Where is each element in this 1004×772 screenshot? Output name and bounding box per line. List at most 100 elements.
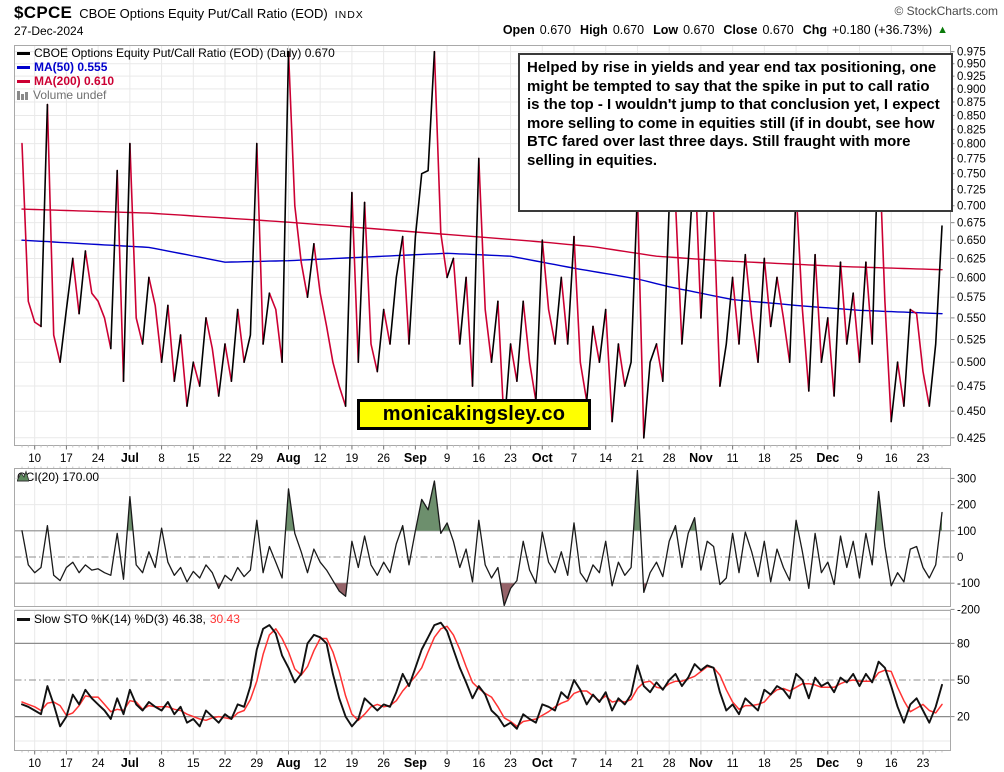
high-label: High — [580, 23, 608, 37]
svg-text:23: 23 — [917, 758, 930, 770]
svg-text:26: 26 — [377, 453, 390, 465]
svg-text:0.750: 0.750 — [957, 169, 986, 181]
svg-text:12: 12 — [314, 453, 327, 465]
svg-text:12: 12 — [314, 758, 327, 770]
svg-text:16: 16 — [472, 758, 485, 770]
sto-legend-label: Slow STO %K(14) %D(3) — [34, 612, 169, 626]
legend-price-label: CBOE Options Equity Put/Call Ratio (EOD)… — [34, 46, 335, 60]
svg-text:9: 9 — [444, 758, 450, 770]
chart-header: $CPCE CBOE Options Equity Put/Call Ratio… — [14, 3, 364, 23]
svg-text:9: 9 — [856, 453, 862, 465]
svg-text:21: 21 — [631, 758, 644, 770]
watermark-badge: monicakingsley.co — [357, 399, 591, 430]
svg-text:Aug: Aug — [276, 451, 300, 465]
sto-k-value: 46.38, — [172, 612, 206, 626]
legend-volume-label: Volume undef — [33, 88, 107, 102]
svg-text:16: 16 — [885, 453, 898, 465]
svg-text:18: 18 — [758, 453, 771, 465]
svg-text:10: 10 — [28, 758, 41, 770]
high-quote: High 0.670 — [580, 23, 644, 37]
svg-text:Aug: Aug — [276, 756, 300, 770]
svg-text:0.500: 0.500 — [957, 357, 986, 369]
svg-text:Jul: Jul — [121, 451, 139, 465]
svg-text:14: 14 — [599, 758, 612, 770]
svg-text:Jul: Jul — [121, 756, 139, 770]
svg-text:29: 29 — [250, 453, 263, 465]
svg-text:0.625: 0.625 — [957, 253, 986, 265]
sto-legend: Slow STO %K(14) %D(3) 46.38, 30.43 — [17, 612, 240, 626]
svg-text:7: 7 — [571, 453, 577, 465]
svg-text:28: 28 — [663, 758, 676, 770]
svg-text:-200: -200 — [957, 604, 980, 616]
annotation-box: Helped by rise in yields and year end ta… — [518, 53, 953, 212]
svg-text:11: 11 — [727, 758, 739, 770]
svg-text:21: 21 — [631, 453, 644, 465]
svg-text:22: 22 — [219, 453, 232, 465]
svg-text:80: 80 — [957, 638, 970, 650]
svg-text:100: 100 — [957, 526, 976, 538]
cci-legend-label: CCI(20) 170.00 — [17, 470, 100, 484]
svg-text:0.475: 0.475 — [957, 381, 986, 393]
svg-text:18: 18 — [758, 758, 771, 770]
svg-text:0.850: 0.850 — [957, 110, 986, 122]
price-line-swatch — [17, 51, 30, 55]
open-label: Open — [502, 23, 535, 37]
svg-text:23: 23 — [917, 453, 930, 465]
change-label: Chg — [802, 23, 828, 37]
svg-text:14: 14 — [599, 453, 612, 465]
low-quote: Low 0.670 — [653, 23, 714, 37]
up-arrow-icon: ▲ — [937, 24, 948, 36]
svg-text:0.825: 0.825 — [957, 124, 986, 136]
svg-text:Nov: Nov — [689, 451, 713, 465]
change-value: +0.180 (+36.73%) — [832, 23, 933, 37]
svg-text:0.925: 0.925 — [957, 71, 986, 83]
legend-ma200-row: MA(200) 0.610 — [17, 74, 335, 88]
open-value: 0.670 — [539, 23, 572, 37]
svg-text:16: 16 — [885, 758, 898, 770]
main-legend: CBOE Options Equity Put/Call Ratio (EOD)… — [17, 46, 335, 102]
svg-text:15: 15 — [187, 758, 200, 770]
svg-text:23: 23 — [504, 758, 517, 770]
svg-text:0.800: 0.800 — [957, 139, 986, 151]
svg-text:10: 10 — [28, 453, 41, 465]
svg-text:0.525: 0.525 — [957, 335, 986, 347]
high-value: 0.670 — [612, 23, 645, 37]
svg-text:26: 26 — [377, 758, 390, 770]
svg-text:Sep: Sep — [404, 451, 427, 465]
svg-text:20: 20 — [957, 712, 970, 724]
svg-text:0.675: 0.675 — [957, 218, 986, 230]
svg-text:0.600: 0.600 — [957, 272, 986, 284]
svg-text:Oct: Oct — [532, 756, 554, 770]
svg-text:17: 17 — [60, 758, 73, 770]
sto-line-swatch — [17, 617, 30, 621]
svg-text:0.875: 0.875 — [957, 97, 986, 109]
volume-bars-icon — [17, 90, 29, 100]
svg-text:24: 24 — [92, 758, 105, 770]
svg-text:8: 8 — [158, 453, 164, 465]
svg-text:28: 28 — [663, 453, 676, 465]
svg-text:0: 0 — [957, 552, 963, 564]
svg-text:19: 19 — [346, 453, 359, 465]
instrument-name: CBOE Options Equity Put/Call Ratio (EOD) — [79, 6, 328, 21]
chart-date: 27-Dec-2024 — [14, 24, 84, 38]
copyright-label: © StockCharts.com — [894, 4, 998, 18]
svg-text:0.450: 0.450 — [957, 406, 986, 418]
svg-text:25: 25 — [790, 758, 803, 770]
ma200-line-swatch — [17, 79, 30, 83]
ticker-symbol: $CPCE — [14, 3, 73, 22]
svg-text:25: 25 — [790, 453, 803, 465]
svg-text:9: 9 — [444, 453, 450, 465]
svg-text:0.950: 0.950 — [957, 59, 986, 71]
svg-text:0.425: 0.425 — [957, 433, 986, 445]
svg-text:19: 19 — [346, 758, 359, 770]
svg-text:0.975: 0.975 — [957, 47, 986, 59]
svg-text:24: 24 — [92, 453, 105, 465]
close-quote: Close 0.670 — [723, 23, 793, 37]
cci-area-icon — [17, 470, 29, 482]
svg-text:Dec: Dec — [816, 756, 839, 770]
svg-text:16: 16 — [472, 453, 485, 465]
close-label: Close — [723, 23, 758, 37]
svg-text:-100: -100 — [957, 578, 980, 590]
cci-legend: CCI(20) 170.00 — [17, 470, 99, 484]
